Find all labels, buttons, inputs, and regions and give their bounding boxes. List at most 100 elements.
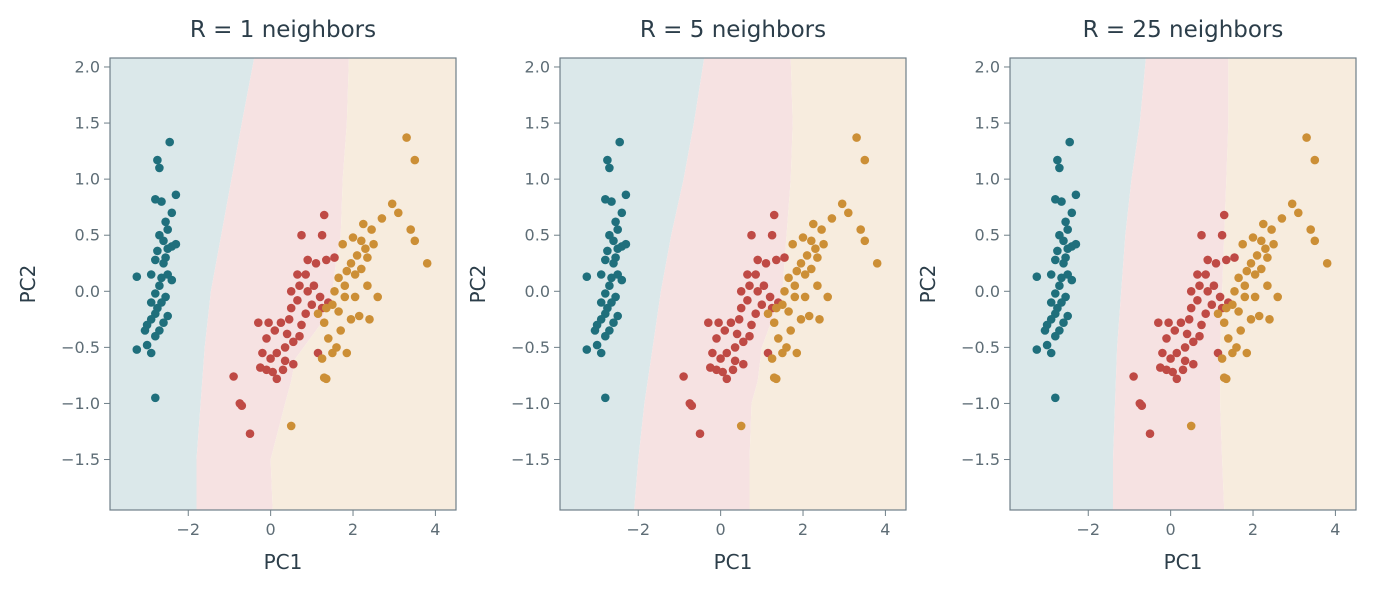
data-point xyxy=(357,264,366,274)
data-point xyxy=(609,318,618,328)
data-point xyxy=(286,303,296,313)
data-point xyxy=(334,273,343,283)
data-point xyxy=(1046,348,1056,358)
data-point xyxy=(611,217,620,227)
data-point xyxy=(778,348,787,358)
data-point xyxy=(1310,155,1320,165)
data-point xyxy=(340,281,350,291)
data-point xyxy=(146,270,156,279)
y-tick-label: −1.5 xyxy=(961,450,1000,469)
data-point xyxy=(601,289,610,298)
data-point xyxy=(309,281,319,291)
data-point xyxy=(617,275,627,285)
data-point xyxy=(1201,270,1210,279)
data-point xyxy=(1042,340,1052,350)
data-point xyxy=(807,236,816,246)
data-point xyxy=(357,236,366,246)
data-point xyxy=(1224,334,1233,343)
y-tick-label: −0.5 xyxy=(961,338,1000,357)
data-point xyxy=(301,270,311,279)
data-point xyxy=(1238,239,1247,249)
data-point xyxy=(322,303,331,313)
data-point xyxy=(142,340,152,350)
panel-r1: −2 0 2 4 −1.5 −1.0 −0.5 0.0 0.5 1.0 1.5 2.0 R = 1 … xyxy=(16,17,457,574)
data-point xyxy=(860,155,870,165)
y-tick-label: −1.5 xyxy=(511,450,550,469)
data-point xyxy=(1067,275,1077,285)
data-point xyxy=(1065,137,1074,147)
data-point xyxy=(1197,320,1206,330)
data-point xyxy=(1032,345,1042,354)
data-point xyxy=(1250,270,1260,279)
x-axis-ticks: −2 0 2 4 xyxy=(626,510,890,539)
data-point xyxy=(1186,303,1196,313)
x-tick-label: 0 xyxy=(266,520,276,539)
y-tick-label: 1.5 xyxy=(975,114,1000,133)
data-point xyxy=(235,399,245,408)
data-point xyxy=(1067,242,1077,251)
panel-title: R = 5 neighbors xyxy=(640,17,826,43)
data-point xyxy=(753,287,762,296)
data-point xyxy=(394,208,403,218)
data-point xyxy=(582,272,592,282)
data-point xyxy=(1129,372,1138,381)
data-point xyxy=(1189,359,1198,369)
data-point xyxy=(1158,348,1167,358)
y-tick-label: 2.0 xyxy=(975,57,1000,76)
data-point xyxy=(293,270,302,279)
y-tick-label: 0.5 xyxy=(525,226,550,245)
region-class-1 xyxy=(1113,58,1229,510)
data-point xyxy=(1234,273,1243,283)
plot-frame xyxy=(559,57,907,511)
data-point xyxy=(1051,393,1060,403)
data-point xyxy=(1254,311,1264,321)
y-tick-label: −1.0 xyxy=(961,394,1000,413)
data-point xyxy=(601,331,610,341)
data-point xyxy=(1046,270,1056,279)
data-point xyxy=(270,326,280,335)
region-class-2 xyxy=(1220,58,1356,510)
data-point xyxy=(765,292,775,302)
data-point xyxy=(280,343,290,352)
data-point xyxy=(679,372,688,381)
x-tick-label: 0 xyxy=(1166,520,1176,539)
plot-frame xyxy=(109,57,457,511)
data-point xyxy=(159,259,168,268)
data-point xyxy=(1230,287,1239,296)
data-point xyxy=(1145,429,1155,439)
data-point xyxy=(1209,281,1219,291)
data-point xyxy=(272,374,282,384)
data-points xyxy=(132,133,432,439)
data-point xyxy=(1230,253,1239,262)
data-point xyxy=(1046,298,1056,307)
data-point xyxy=(615,137,624,147)
data-point xyxy=(772,374,781,384)
data-point xyxy=(373,292,383,302)
data-point xyxy=(790,281,800,291)
data-point xyxy=(759,281,769,291)
data-point xyxy=(1051,255,1060,265)
data-point xyxy=(603,246,612,256)
data-point xyxy=(262,334,271,343)
data-point xyxy=(289,337,298,347)
data-point xyxy=(253,318,263,328)
data-point xyxy=(613,225,622,234)
data-point xyxy=(1176,318,1186,328)
data-point xyxy=(1248,233,1258,242)
y-axis-ticks: −1.5 −1.0 −0.5 0.0 0.5 1.0 1.5 2.0 xyxy=(61,57,110,469)
data-point xyxy=(743,296,752,305)
data-point xyxy=(322,255,331,265)
data-point xyxy=(712,365,721,375)
data-point xyxy=(303,255,313,265)
data-point xyxy=(769,210,779,220)
data-point xyxy=(736,303,746,313)
data-point xyxy=(596,348,606,358)
data-point xyxy=(1180,343,1190,352)
data-point xyxy=(815,315,824,324)
data-point xyxy=(1263,281,1272,291)
data-point xyxy=(297,320,306,330)
data-point xyxy=(387,199,397,209)
data-point xyxy=(313,309,323,319)
y-tick-label: 0.5 xyxy=(975,226,1000,245)
data-point xyxy=(1135,399,1145,408)
